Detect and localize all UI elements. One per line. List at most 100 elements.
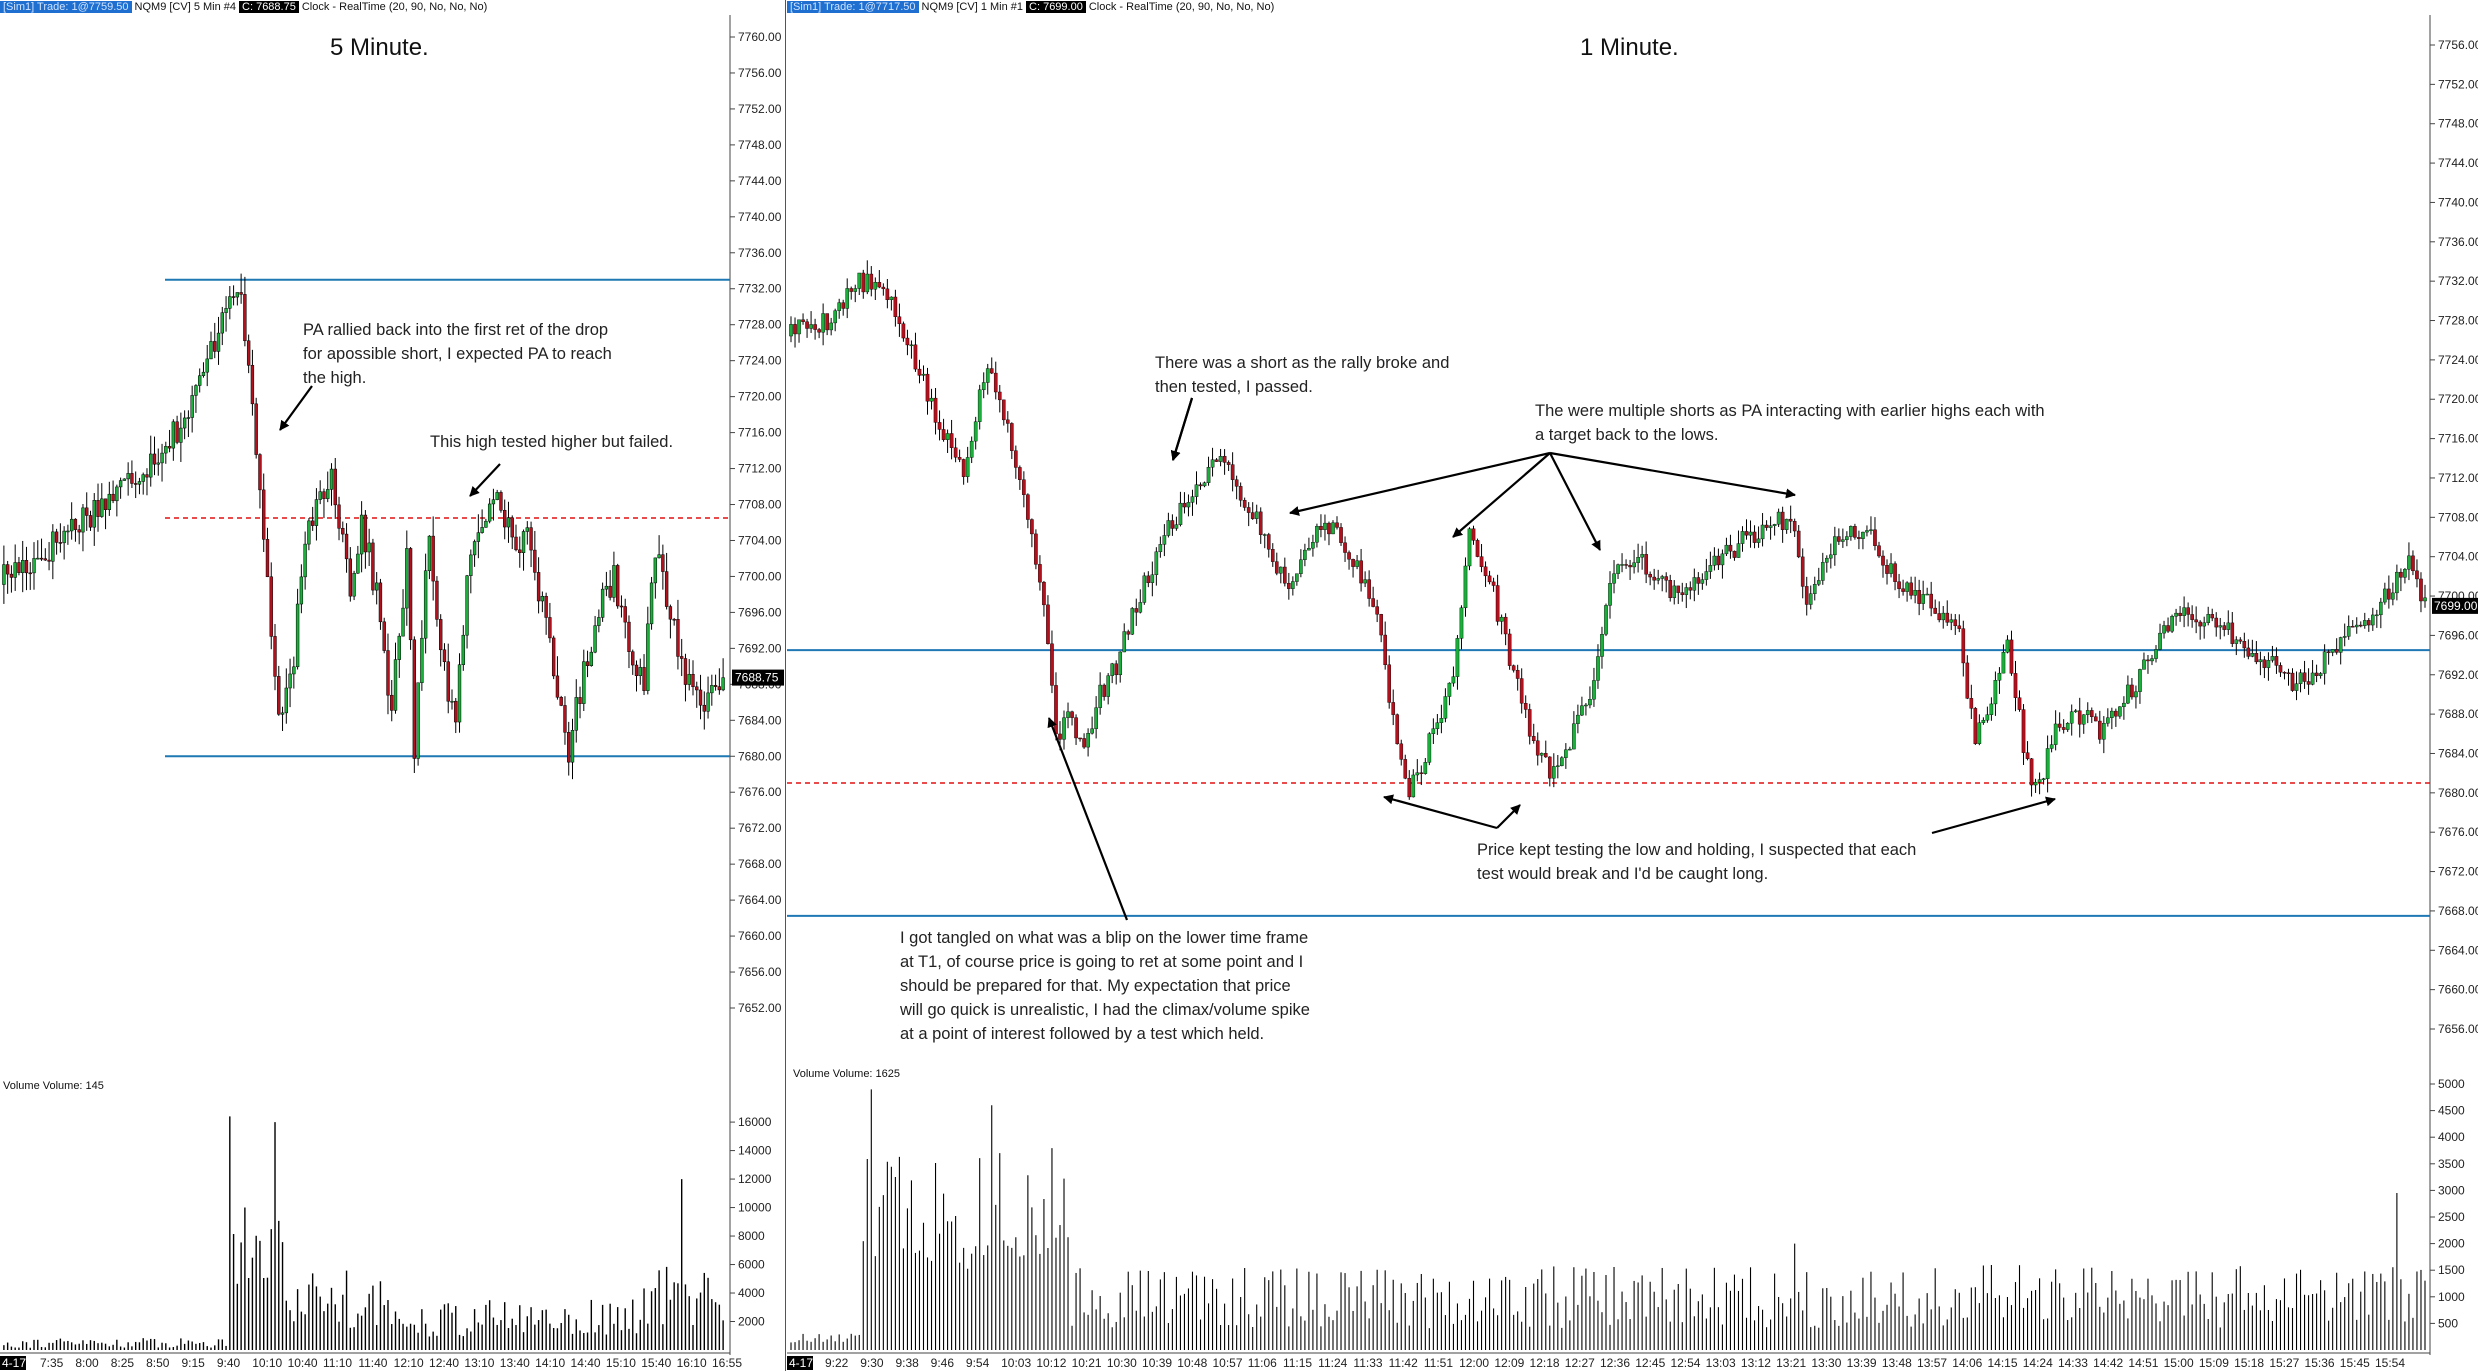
chart-5min-panel[interactable]: [Sim1] Trade: 1@7759.50 NQM9 [CV] 5 Min #… (0, 0, 786, 1371)
candle-body (2202, 622, 2206, 627)
chart-title: 5 Minute. (330, 34, 429, 61)
candle-body (1648, 573, 1652, 578)
candle-body (1230, 464, 1235, 480)
candle-body (589, 651, 594, 666)
candle-body (2045, 748, 2050, 779)
candle-body (1242, 500, 1247, 508)
candle-body (1383, 634, 1387, 666)
candle-body (1359, 560, 1363, 584)
candle-body (491, 499, 496, 505)
candle-body (801, 319, 805, 322)
candle-body (2097, 720, 2102, 740)
time-label: 11:42 (1389, 1356, 1418, 1370)
candle-body (2009, 639, 2014, 674)
candle-body (608, 585, 612, 598)
candle-body (668, 606, 673, 620)
candle-body (13, 562, 17, 578)
chart-1min-panel[interactable]: [Sim1] Trade: 1@7717.50 NQM9 [CV] 1 Min #… (787, 0, 2478, 1371)
time-label: 15:40 (641, 1356, 671, 1370)
candle-body (352, 572, 356, 597)
price-tick-label: 7656.00 (738, 965, 782, 979)
candle-body (1652, 576, 1656, 581)
chart-5min-canvas[interactable]: 7760.00 7756.00 7752.00 7748.00 7744.00 7740.… (0, 0, 785, 1371)
candle-body (1568, 748, 1572, 751)
candle-body (2134, 691, 2138, 698)
candle-body (1066, 711, 1070, 718)
candle-body (1250, 512, 1255, 519)
candle-body (2021, 709, 2026, 753)
candle-body (1042, 581, 1046, 606)
candle-body (869, 273, 874, 290)
chart-title: 1 Minute. (1580, 34, 1679, 61)
time-label: 15:54 (2375, 1356, 2405, 1370)
price-tick-label: 7704.00 (2438, 550, 2478, 564)
time-label: 9:38 (895, 1356, 919, 1370)
annotation-arrow (1289, 451, 1551, 516)
chart-header: [Sim1] Trade: 1@7717.50 NQM9 [CV] 1 Min #… (787, 0, 1277, 15)
candle-body (2238, 639, 2243, 642)
candle-body (2370, 614, 2375, 626)
candle-body (2262, 659, 2267, 668)
candle-body (243, 294, 247, 342)
candle-body (861, 272, 866, 293)
candle-body (69, 518, 74, 532)
candle-body (1535, 740, 1540, 756)
time-label: 10:12 (1036, 1356, 1066, 1370)
price-tick-label: 7744.00 (2438, 156, 2478, 170)
time-label: 8:00 (75, 1356, 99, 1370)
candle-body (175, 421, 179, 443)
candle-body (2138, 669, 2142, 692)
candle-body (2118, 706, 2122, 717)
candle-body (2126, 684, 2130, 704)
time-label: 14:40 (571, 1356, 601, 1370)
candle-body (2178, 612, 2182, 616)
candle-body (683, 658, 688, 685)
candle-body (1014, 450, 1018, 468)
candle-body (2318, 673, 2323, 676)
candle-body (1929, 593, 1933, 609)
candle-body (1849, 526, 1853, 537)
candle-body (167, 446, 172, 449)
candle-body (2366, 620, 2371, 626)
candle-body (1106, 675, 1110, 697)
candle-body (1170, 520, 1175, 529)
candle-body (299, 576, 304, 605)
candle-body (1018, 467, 1022, 480)
candle-body (1768, 525, 1773, 528)
chart-1min-canvas[interactable]: 7756.00 7752.00 7748.00 7744.00 7740.00 7736.… (787, 0, 2478, 1371)
candle-body (1278, 566, 1283, 574)
candle-body (96, 500, 100, 517)
candle-body (1459, 607, 1464, 639)
candle-body (953, 447, 958, 458)
candle-body (88, 515, 93, 528)
candle-body (386, 650, 390, 696)
candle-body (1082, 738, 1086, 748)
candle-body (1985, 714, 1990, 721)
candle-body (977, 389, 982, 422)
candle-body (1327, 522, 1331, 535)
candle-body (993, 372, 998, 393)
candle-body (348, 558, 353, 597)
candle-body (141, 474, 145, 482)
price-tick-label: 7720.00 (2438, 392, 2478, 406)
time-label: 11:51 (1424, 1356, 1453, 1370)
candle-body (326, 489, 330, 499)
candle-body (344, 533, 349, 560)
volume-tick-label: 500 (2438, 1316, 2458, 1330)
candle-body (634, 664, 639, 676)
candle-body (1616, 564, 1620, 574)
candle-body (1062, 717, 1066, 740)
time-label: 10:10 (252, 1356, 282, 1370)
candle-body (1258, 511, 1263, 535)
candle-body (1451, 676, 1456, 684)
candle-body (1600, 633, 1604, 657)
candle-body (1712, 555, 1717, 566)
candle-body (909, 344, 914, 347)
annotation-text: a target back to the lows. (1535, 426, 1718, 444)
candle-body (1833, 536, 1837, 556)
candle-body (171, 421, 176, 449)
candle-body (303, 543, 307, 578)
candle-body (691, 673, 695, 688)
candle-body (1371, 598, 1375, 607)
candle-body (559, 697, 563, 706)
